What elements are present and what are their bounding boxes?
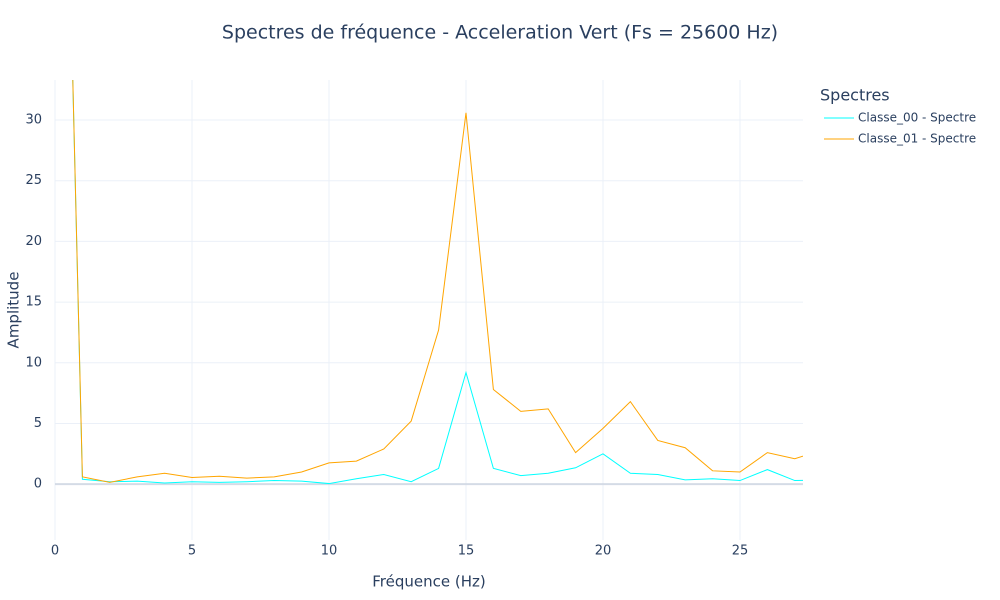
x-tick-label: 0 (51, 544, 59, 559)
y-tick-label: 15 (25, 295, 42, 310)
y-tick-label: 30 (25, 113, 42, 128)
x-tick-label: 25 (732, 544, 749, 559)
y-axis-title: Amplitude (5, 272, 23, 349)
legend-label: Classe_00 - Spectre (858, 111, 976, 125)
x-tick-label: 15 (458, 544, 475, 559)
series-line (72, 80, 803, 483)
legend-title: Spectres (820, 86, 890, 105)
legend-label: Classe_01 - Spectre (858, 132, 976, 146)
y-tick-label: 5 (34, 416, 42, 431)
chart-title: Spectres de fréquence - Acceleration Ver… (222, 22, 778, 44)
y-tick-label: 0 (34, 477, 42, 492)
x-tick-label: 10 (321, 544, 338, 559)
x-tick-label: 20 (595, 544, 612, 559)
series-line (72, 80, 803, 485)
x-axis-title: Fréquence (Hz) (372, 573, 485, 591)
y-tick-label: 20 (25, 234, 42, 249)
x-tick-label: 5 (188, 544, 196, 559)
y-tick-label: 10 (25, 355, 42, 370)
y-tick-label: 25 (25, 173, 42, 188)
